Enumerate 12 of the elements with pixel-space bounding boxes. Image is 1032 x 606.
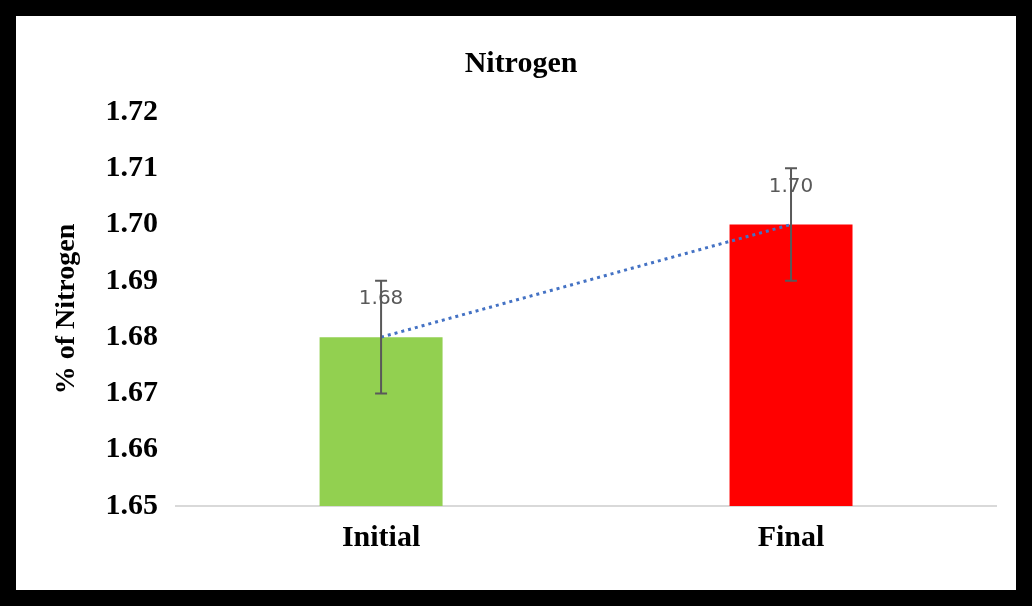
y-tick-label: 1.65 xyxy=(105,486,159,520)
y-tick-label: 1.67 xyxy=(105,374,159,408)
y-tick-label: 1.72 xyxy=(105,92,159,126)
y-tick-label: 1.66 xyxy=(105,430,159,464)
y-tick-label: 1.70 xyxy=(105,205,159,239)
chart-title: Nitrogen xyxy=(464,44,578,78)
y-tick-label: 1.71 xyxy=(105,149,159,183)
x-tick-label: Initial xyxy=(341,518,421,552)
y-axis-title: % of Nitrogen xyxy=(49,223,81,395)
y-tick-label: 1.69 xyxy=(105,261,159,295)
y-tick-label: 1.68 xyxy=(105,317,159,351)
x-tick-label: Final xyxy=(757,518,825,552)
